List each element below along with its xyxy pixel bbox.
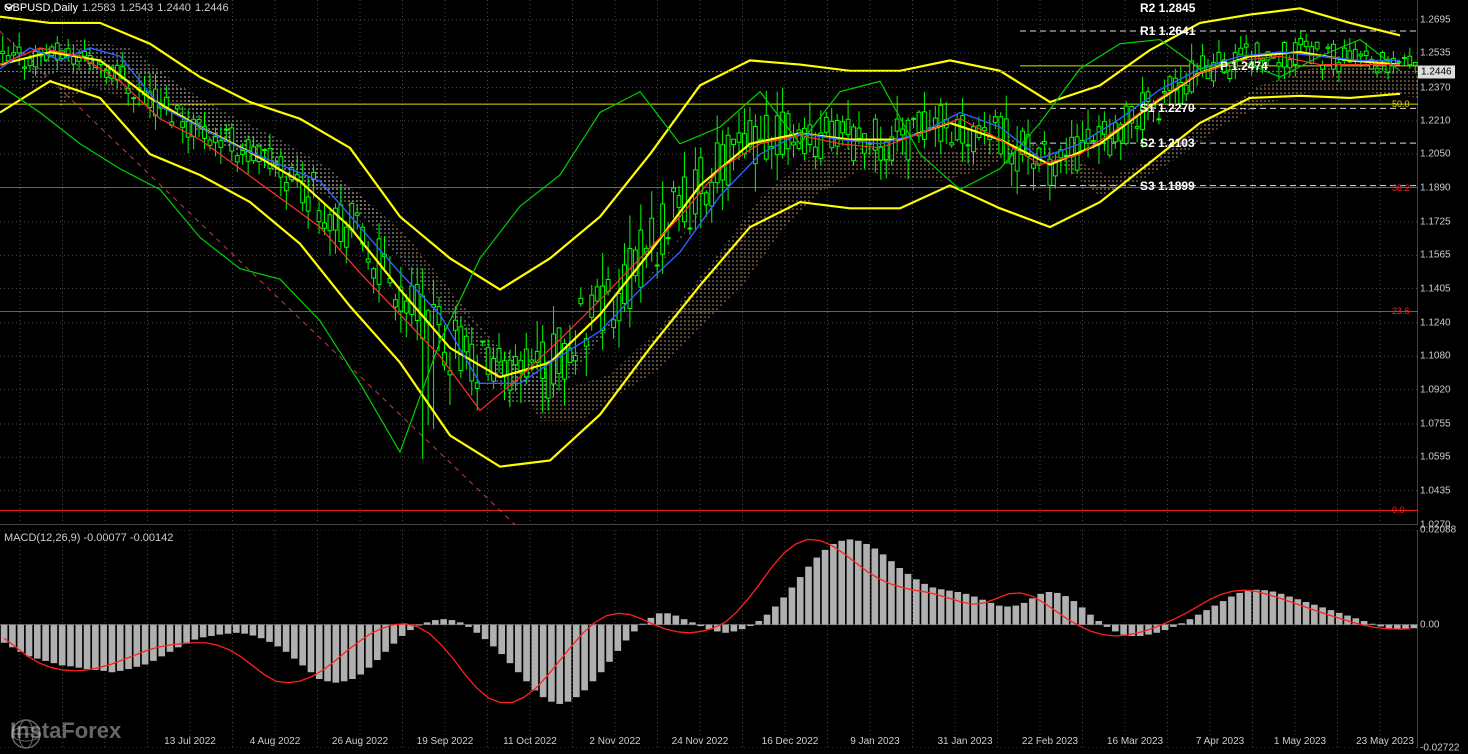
chevron-down-icon — [4, 2, 14, 12]
macd-tick-label: 0.00 — [1420, 619, 1439, 630]
price-chart[interactable] — [0, 0, 1418, 525]
pivot-label: S1 1.2270 — [1140, 101, 1195, 115]
macd-tick-label: 0.02088 — [1420, 525, 1456, 536]
pivot-label: R1 1.2641 — [1140, 24, 1195, 38]
current-price-box: 1.2446 — [1418, 65, 1455, 78]
ohlc-h: 1.2543 — [120, 2, 154, 14]
y-tick-label: 1.0435 — [1420, 485, 1451, 496]
y-tick-label: 1.1725 — [1420, 216, 1451, 227]
macd-title: MACD(12,26,9) -0.00077 -0.00142 — [4, 532, 173, 544]
y-tick-label: 1.2210 — [1420, 115, 1451, 126]
y-tick-label: 1.1240 — [1420, 317, 1451, 328]
y-tick-label: 1.0920 — [1420, 384, 1451, 395]
price-axis: 1.02701.04351.05951.07551.09201.10801.12… — [1418, 0, 1468, 525]
y-tick-label: 1.0595 — [1420, 452, 1451, 463]
x-tick-label: 31 Jan 2023 — [937, 736, 992, 747]
ohlc-c: 1.2446 — [195, 2, 229, 14]
x-tick-label: 24 Nov 2022 — [672, 736, 729, 747]
x-tick-label: 22 Feb 2023 — [1022, 736, 1078, 747]
x-tick-label: 16 Dec 2022 — [762, 736, 819, 747]
x-tick-label: 13 Jul 2022 — [164, 736, 216, 747]
ohlc-o: 1.2583 — [82, 2, 116, 14]
x-tick-label: 2 Nov 2022 — [589, 736, 640, 747]
y-tick-label: 1.2050 — [1420, 149, 1451, 160]
watermark: InstaForex — [10, 718, 121, 744]
ohlc-l: 1.2440 — [157, 2, 191, 14]
symbol-label: GBPUSD,Daily — [4, 2, 78, 14]
fib-label: 38.2 — [1392, 183, 1410, 193]
chart-container: GBPUSD,Daily 1.2583 1.2543 1.2440 1.2446… — [0, 0, 1468, 750]
pivot-label: S2 1.2103 — [1140, 136, 1195, 150]
x-tick-label: 16 Mar 2023 — [1107, 736, 1163, 747]
fib-label: 50.0 — [1392, 99, 1410, 109]
x-tick-label: 26 Aug 2022 — [332, 736, 388, 747]
pivot-label: P 1.2474 — [1220, 59, 1268, 73]
macd-tick-label: -0.02722 — [1420, 743, 1459, 754]
x-tick-label: 7 Apr 2023 — [1196, 736, 1244, 747]
y-tick-label: 1.1080 — [1420, 351, 1451, 362]
macd-axis: 0.020880.00-0.02722 — [1418, 530, 1468, 730]
y-tick-label: 1.1405 — [1420, 283, 1451, 294]
x-tick-label: 19 Sep 2022 — [417, 736, 474, 747]
y-tick-label: 1.0755 — [1420, 418, 1451, 429]
x-tick-label: 9 Jan 2023 — [850, 736, 900, 747]
chart-title: GBPUSD,Daily 1.2583 1.2543 1.2440 1.2446 — [4, 2, 229, 14]
fib-label: 23.6 — [1392, 306, 1410, 316]
pivot-label: S3 1.1899 — [1140, 179, 1195, 193]
x-tick-label: 1 May 2023 — [1274, 736, 1326, 747]
x-tick-label: 4 Aug 2022 — [250, 736, 301, 747]
y-tick-label: 1.1565 — [1420, 250, 1451, 261]
y-tick-label: 1.1890 — [1420, 182, 1451, 193]
globe-icon — [10, 718, 42, 750]
fib-label: 0.0 — [1392, 505, 1405, 515]
pivot-label: R2 1.2845 — [1140, 1, 1195, 15]
x-tick-label: 23 May 2023 — [1356, 736, 1414, 747]
y-tick-label: 1.2695 — [1420, 14, 1451, 25]
y-tick-label: 1.2370 — [1420, 82, 1451, 93]
x-tick-label: 11 Oct 2022 — [503, 736, 557, 747]
macd-chart[interactable] — [0, 530, 1418, 748]
y-tick-label: 1.2535 — [1420, 48, 1451, 59]
